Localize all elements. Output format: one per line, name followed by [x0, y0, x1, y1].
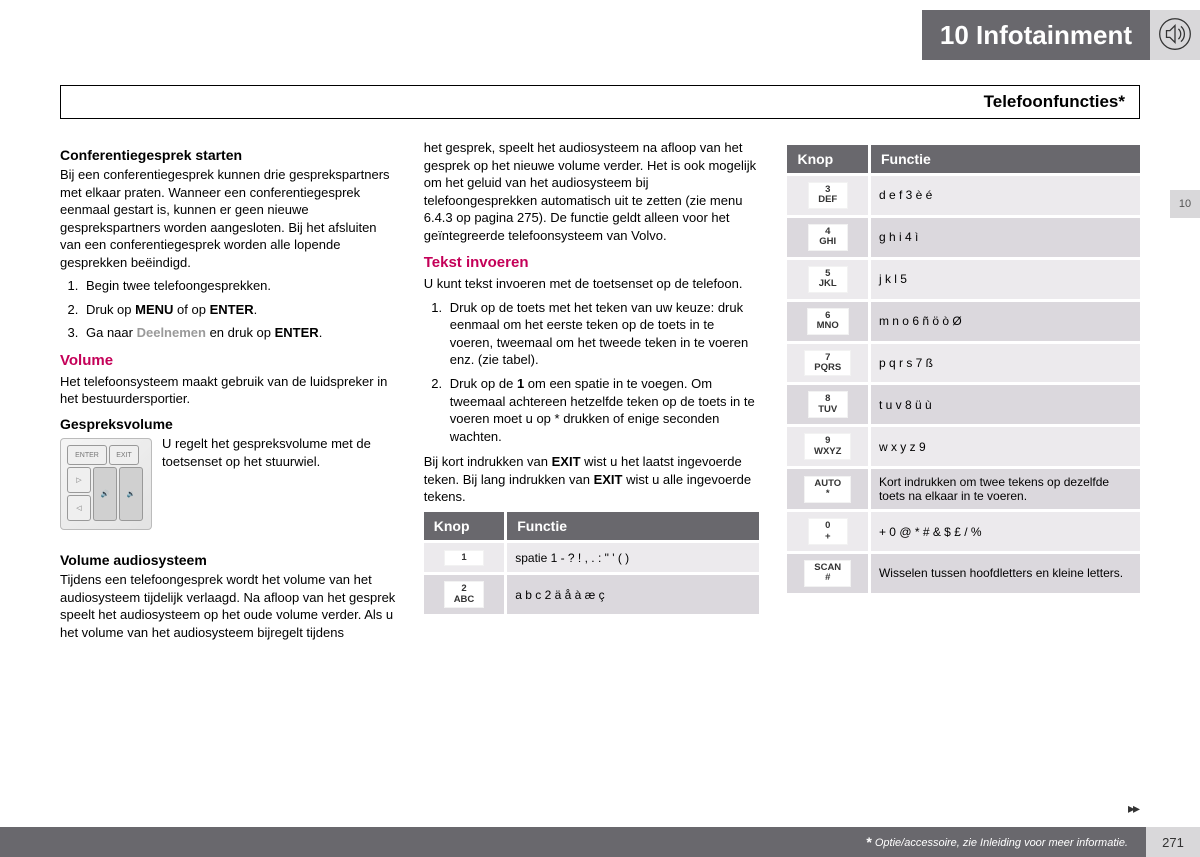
paragraph: Tijdens een telefoongesprek wordt het vo…: [60, 571, 396, 641]
key-cell: 3DEF: [787, 175, 869, 217]
step-item: Ga naar Deelnemen en druk op ENTER.: [82, 324, 396, 342]
key-cell: 0+: [787, 511, 869, 553]
keypad-table-right: Knop Functie 3DEF d e f 3 è é 4GHI g h i 4 …: [787, 145, 1140, 593]
step-item: Begin twee telefoongesprekken.: [82, 277, 396, 295]
continue-indicator: ▸▸: [1128, 800, 1138, 817]
heading-conf-call: Conferentiegesprek starten: [60, 147, 396, 163]
keycap: 8TUV: [808, 391, 848, 418]
key-cell: 1: [424, 541, 506, 573]
keycap: 5JKL: [808, 266, 848, 293]
keycap: 2ABC: [444, 581, 485, 608]
keycap: 0+: [808, 518, 848, 545]
page-number: 271: [1146, 827, 1200, 857]
paragraph: U kunt tekst invoeren met de toetsenset …: [424, 275, 760, 293]
steering-wheel-figure: ENTER EXIT ▷ ◁ 🔊 🔉: [60, 438, 152, 530]
heading-call-volume: Gespreksvolume: [60, 416, 396, 432]
column-3: Knop Functie 3DEF d e f 3 è é 4GHI g h i 4 …: [787, 139, 1140, 647]
key-cell: SCAN#: [787, 553, 869, 593]
keycap: 1: [444, 550, 484, 566]
keycap: 7PQRS: [804, 350, 851, 377]
column-2: het gesprek, speelt het audiosysteem na …: [424, 139, 760, 647]
function-cell: a b c 2 ä å à æ ç: [506, 574, 760, 614]
function-cell: + 0 @ * # & $ £ / %: [869, 511, 1140, 553]
key-cell: 8TUV: [787, 384, 869, 426]
steps-list: Druk op de toets met het teken van uw ke…: [424, 299, 760, 445]
table-row: 5JKL j k l 5: [787, 258, 1140, 300]
table-row: 9WXYZ w x y z 9: [787, 426, 1140, 468]
function-cell: spatie 1 - ? ! , . : " ' ( ): [506, 541, 760, 573]
key-cell: 6MNO: [787, 300, 869, 342]
column-1: Conferentiegesprek starten Bij een confe…: [60, 139, 396, 647]
table-row: 4GHI g h i 4 ì: [787, 216, 1140, 258]
function-cell: p q r s 7 ß: [869, 342, 1140, 384]
key-cell: 7PQRS: [787, 342, 869, 384]
heading-volume: Volume: [60, 352, 396, 369]
table-row: 7PQRS p q r s 7 ß: [787, 342, 1140, 384]
heading-text-input: Tekst invoeren: [424, 254, 760, 271]
function-cell: m n o 6 ñ ö ò Ø: [869, 300, 1140, 342]
keycap: AUTO*: [804, 476, 851, 503]
function-cell: g h i 4 ì: [869, 216, 1140, 258]
key-cell: AUTO*: [787, 468, 869, 511]
keycap: 9WXYZ: [804, 433, 851, 460]
table-row: 1 spatie 1 - ? ! , . : " ' ( ): [424, 541, 760, 573]
key-cell: 9WXYZ: [787, 426, 869, 468]
chapter-header: 10 Infotainment: [0, 10, 1200, 60]
table-row: 2ABC a b c 2 ä å à æ ç: [424, 574, 760, 614]
table-header-knop: Knop: [787, 145, 869, 175]
paragraph: Bij kort indrukken van EXIT wist u het l…: [424, 453, 760, 506]
keycap: 6MNO: [807, 308, 849, 335]
table-row: 8TUV t u v 8 ü ù: [787, 384, 1140, 426]
table-header-knop: Knop: [424, 512, 506, 542]
paragraph: het gesprek, speelt het audiosysteem na …: [424, 139, 760, 244]
keycap: 3DEF: [808, 182, 848, 209]
speaker-icon: [1158, 17, 1192, 54]
table-row: AUTO* Kort indrukken om twee tekens op de…: [787, 468, 1140, 511]
chapter-icon-box: [1150, 10, 1200, 60]
steps-list: Begin twee telefoongesprekken. Druk op M…: [60, 277, 396, 342]
step-item: Druk op de 1 om een spatie in te voegen.…: [446, 375, 760, 445]
keycap: SCAN#: [804, 560, 851, 587]
step-item: Druk op de toets met het teken van uw ke…: [446, 299, 760, 369]
section-subtitle: Telefoonfuncties*: [60, 85, 1140, 119]
function-cell: d e f 3 è é: [869, 175, 1140, 217]
paragraph: Bij een conferentiegesprek kunnen drie g…: [60, 166, 396, 271]
table-header-functie: Functie: [506, 512, 760, 542]
key-cell: 4GHI: [787, 216, 869, 258]
chapter-title: 10 Infotainment: [922, 10, 1150, 60]
table-header-functie: Functie: [869, 145, 1140, 175]
step-item: Druk op MENU of op ENTER.: [82, 301, 396, 319]
function-cell: t u v 8 ü ù: [869, 384, 1140, 426]
key-cell: 2ABC: [424, 574, 506, 614]
table-row: 3DEF d e f 3 è é: [787, 175, 1140, 217]
keypad-table-left: Knop Functie 1 spatie 1 - ? ! , . : " ' (…: [424, 512, 760, 614]
function-cell: Kort indrukken om twee tekens op dezelfd…: [869, 468, 1140, 511]
table-row: SCAN# Wisselen tussen hoofdletters en kle…: [787, 553, 1140, 593]
key-cell: 5JKL: [787, 258, 869, 300]
side-chapter-tab: 10: [1170, 190, 1200, 218]
keycap: 4GHI: [808, 224, 848, 251]
function-cell: j k l 5: [869, 258, 1140, 300]
paragraph: Het telefoonsysteem maakt gebruik van de…: [60, 373, 396, 408]
table-row: 0+ + 0 @ * # & $ £ / %: [787, 511, 1140, 553]
heading-audio-volume: Volume audiosysteem: [60, 552, 396, 568]
page-footer: * Optie/accessoire, zie Inleiding voor m…: [0, 827, 1200, 857]
function-cell: Wisselen tussen hoofdletters en kleine l…: [869, 553, 1140, 593]
function-cell: w x y z 9: [869, 426, 1140, 468]
table-row: 6MNO m n o 6 ñ ö ò Ø: [787, 300, 1140, 342]
footer-note: * Optie/accessoire, zie Inleiding voor m…: [866, 834, 1138, 850]
